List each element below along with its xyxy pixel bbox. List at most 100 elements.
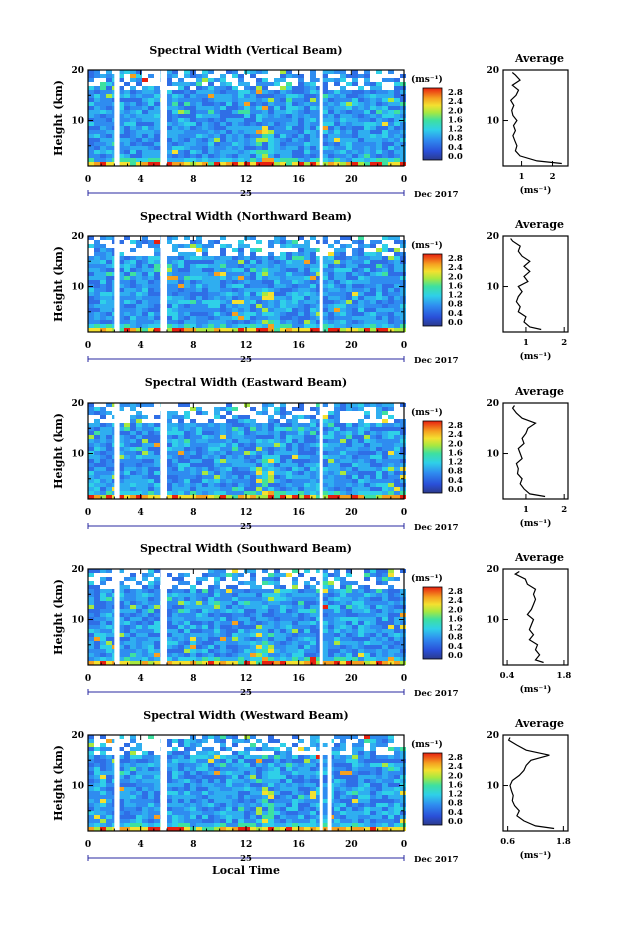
x-tick-label: 0 [401,674,407,684]
profile-line [513,570,544,664]
profile-y-tick-label: 20 [486,66,499,76]
colorbar-tick-label: 0.0 [448,651,463,661]
profile-line [510,238,542,331]
colorbar-unit: (ms⁻¹) [411,240,443,251]
colorbar-tick-label: 2.8 [448,88,463,98]
data-gap [114,236,120,332]
profile-x-tick-label: 1.8 [556,837,571,847]
profile-y-tick-label: 10 [486,117,499,127]
data-gap [319,735,323,831]
profile-x-tick-label: 0.6 [500,837,515,847]
colorbar-unit: (ms⁻¹) [411,407,443,418]
profile-x-tick-label: 0.4 [500,671,515,681]
colorbar [422,420,443,494]
y-tick-label: 20 [71,232,84,242]
month-label: Dec 2017 [414,190,459,200]
x-tick-label: 4 [138,840,144,850]
y-tick-label: 20 [71,731,84,741]
data-gap [160,569,167,665]
colorbar-tick-label: 2.8 [448,254,463,264]
profile-y-tick-label: 20 [486,731,499,741]
profile-x-tick-label: 1 [523,338,529,348]
profile-y-tick-label: 20 [486,232,499,242]
spectral-width-panel: Spectral Width (Westward Beam) 20 10 Height… [52,709,571,877]
colorbar-tick-label: 0.4 [448,309,463,319]
x-tick-label: 12 [240,840,253,850]
x-tick-label: 12 [240,508,253,518]
colorbar-tick-label: 2.4 [448,263,463,273]
profile-title: Average [514,52,564,65]
x-tick-label: 8 [190,674,196,684]
x-tick-label: 12 [240,341,253,351]
y-axis-label: Height (km) [52,80,65,156]
colorbar-tick-label: 0.0 [448,152,463,162]
date-label: 25 [240,854,252,864]
colorbar-tick-label: 1.2 [448,291,463,301]
panel-title: Spectral Width (Southward Beam) [140,542,352,555]
x-tick-label: 16 [292,341,305,351]
data-gap [319,70,323,166]
profile-title: Average [514,551,564,564]
x-tick-label: 8 [190,341,196,351]
y-tick-label: 20 [71,66,84,76]
x-tick-label: 16 [292,175,305,185]
x-tick-label: 16 [292,840,305,850]
colorbar-tick-label: 0.4 [448,143,463,153]
profile-x-tick-label: 2 [561,505,567,515]
x-tick-label: 0 [401,508,407,518]
colorbar-tick-label: 2.8 [448,753,463,763]
y-axis-label: Height (km) [52,745,65,821]
y-tick-label: 10 [71,283,84,293]
spectral-width-panel: Spectral Width (Vertical Beam)2010Height… [52,44,569,200]
profile-y-tick-label: 10 [486,283,499,293]
colorbar-tick-label: 1.6 [448,115,463,125]
profile-y-tick-label: 10 [486,782,499,792]
colorbar-tick-label: 2.0 [448,439,463,449]
y-tick-label: 10 [71,616,84,626]
colorbar [422,586,443,660]
panel-title: Spectral Width (Vertical Beam) [149,44,342,57]
spectral-width-panel: Spectral Width (Southward Beam) 20 10 Heigh… [52,542,571,699]
colorbar-tick-label: 1.2 [448,790,463,800]
x-tick-label: 8 [190,508,196,518]
profile-x-tick-label: 1 [523,505,529,515]
date-label: 25 [240,355,252,365]
x-tick-label: 16 [292,674,305,684]
colorbar-tick-label: 0.0 [448,817,463,827]
colorbar-tick-label: 0.8 [448,799,463,809]
x-tick-label: 0 [401,840,407,850]
panel-title: Spectral Width (Eastward Beam) [145,376,347,389]
colorbar-tick-label: 1.2 [448,624,463,634]
colorbar-tick-label: 1.6 [448,780,463,790]
colorbar-tick-label: 2.0 [448,106,463,116]
y-tick-label: 20 [71,399,84,409]
x-tick-label: 4 [138,341,144,351]
profile-x-tick-label: 2 [561,338,567,348]
profile-frame [502,69,569,167]
colorbar-tick-label: 1.6 [448,281,463,291]
colorbar-tick-label: 1.6 [448,448,463,458]
heatmap-cells [88,403,406,499]
x-tick-label: 8 [190,840,196,850]
profile-frame [502,734,569,832]
colorbar-tick-label: 2.8 [448,421,463,431]
panel-title: Spectral Width (Northward Beam) [140,210,352,223]
x-tick-label: 20 [345,840,358,850]
x-tick-label: 0 [85,175,91,185]
colorbar [422,253,443,327]
month-label: Dec 2017 [414,523,459,533]
x-tick-label: 4 [138,175,144,185]
heatmap-cells [88,735,406,831]
colorbar-tick-label: 2.0 [448,771,463,781]
colorbar-tick-label: 1.2 [448,125,463,135]
profile-x-tick-label: 1.8 [557,671,572,681]
data-gap [114,569,120,665]
y-tick-label: 20 [71,565,84,575]
date-label: 25 [240,522,252,532]
profile-x-tick-label: 2 [550,172,556,182]
colorbar-tick-label: 2.8 [448,587,463,597]
colorbar-unit: (ms⁻¹) [411,74,443,85]
panel-title: Spectral Width (Westward Beam) [143,709,348,722]
profile-x-label: (ms⁻¹) [520,850,552,861]
